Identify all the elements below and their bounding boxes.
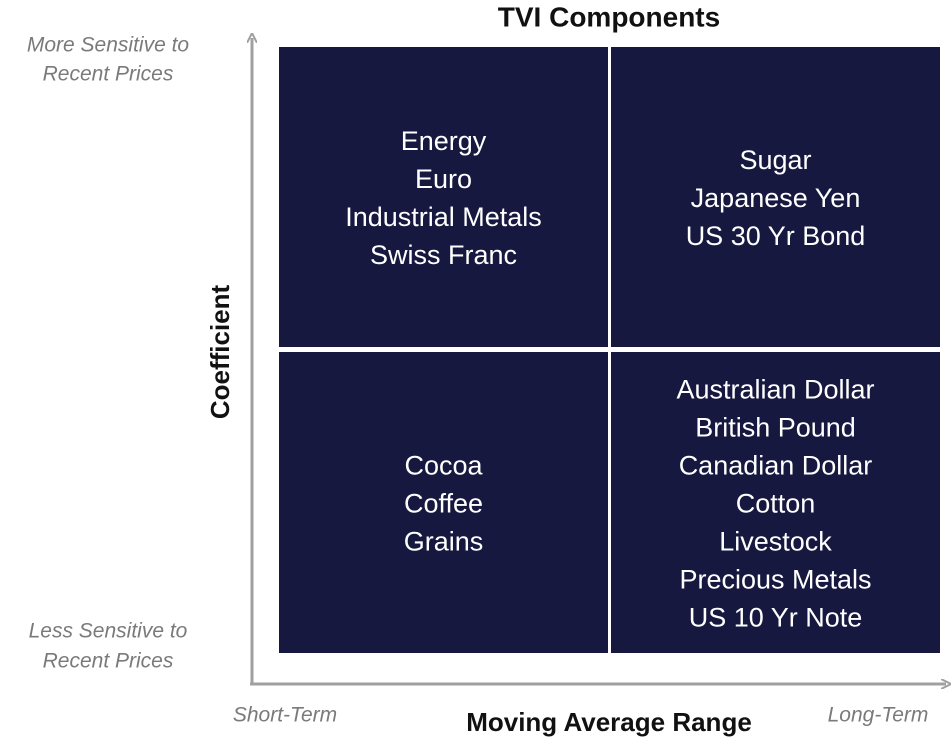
quadrant-item: Euro (415, 164, 472, 194)
quadrants: Energy Euro Industrial Metals Swiss Franc Su… (279, 47, 940, 653)
quadrant-item: Coffee (404, 489, 483, 519)
quadrant-item: Grains (404, 527, 484, 557)
quadrant-item: Cocoa (404, 451, 483, 481)
quadrant-item: Cotton (736, 489, 816, 519)
quadrant-item: Canadian Dollar (679, 451, 873, 481)
quadrant-item: US 10 Yr Note (689, 603, 863, 633)
quadrant-item: US 30 Yr Bond (686, 221, 866, 251)
bottom-label: Recent Prices (43, 650, 174, 673)
quadrant-item: Australian Dollar (676, 375, 874, 405)
quadrant (279, 47, 608, 347)
top-label: Recent Prices (43, 63, 174, 86)
quadrant-item: Livestock (719, 527, 832, 557)
quadrant-item: Japanese Yen (691, 183, 861, 213)
quadrant-item: Precious Metals (679, 565, 871, 595)
bottom-label: Less Sensitive to (29, 620, 188, 643)
x-axis-title: Moving Average Range (466, 707, 752, 737)
left-label: Short-Term (233, 704, 337, 727)
quadrant-item: Sugar (739, 145, 811, 175)
quadrant-item: British Pound (695, 413, 856, 443)
quadrant-item: Industrial Metals (345, 202, 542, 232)
quadrant-item: Energy (401, 126, 487, 156)
quadrant (279, 352, 608, 653)
quadrant (611, 47, 940, 347)
y-axis-title: Coefficient (205, 284, 235, 419)
title: TVI Components (498, 1, 720, 32)
quadrant (611, 352, 940, 653)
top-label: More Sensitive to (27, 34, 190, 57)
right-label: Long-Term (828, 704, 929, 727)
quadrant-item: Swiss Franc (370, 240, 517, 270)
